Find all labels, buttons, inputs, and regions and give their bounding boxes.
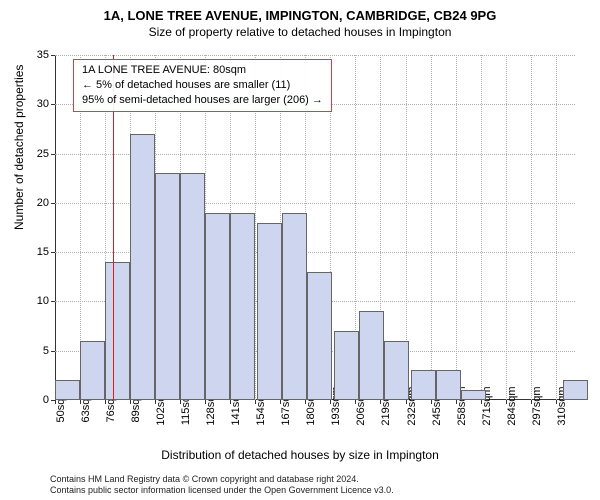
gridline-v xyxy=(456,55,457,400)
ytick-mark xyxy=(51,154,55,155)
histogram-bar xyxy=(130,134,155,400)
info-line-1: 1A LONE TREE AVENUE: 80sqm xyxy=(82,63,323,78)
ytick-mark xyxy=(51,252,55,253)
histogram-bar xyxy=(334,331,359,400)
ytick-label: 25 xyxy=(37,148,49,160)
histogram-bar xyxy=(180,173,205,400)
histogram-bar xyxy=(282,213,307,400)
histogram-bar xyxy=(80,341,105,400)
histogram-bar xyxy=(563,380,588,400)
gridline-v xyxy=(481,55,482,400)
histogram-bar xyxy=(307,272,332,400)
footer-line-1: Contains HM Land Registry data © Crown c… xyxy=(50,474,394,485)
chart-title-sub: Size of property relative to detached ho… xyxy=(0,23,600,39)
gridline-h xyxy=(55,55,575,56)
xtick-label: 284sqm xyxy=(506,386,518,425)
gridline-v xyxy=(431,55,432,400)
y-axis-label: Number of detached properties xyxy=(12,65,26,230)
histogram-bar xyxy=(384,341,409,400)
ytick-mark xyxy=(51,55,55,56)
footer-attribution: Contains HM Land Registry data © Crown c… xyxy=(50,474,394,497)
ytick-mark xyxy=(51,104,55,105)
x-axis-label: Distribution of detached houses by size … xyxy=(0,448,600,462)
ytick-mark xyxy=(51,351,55,352)
plot-area: 0510152025303550sqm63sqm76sqm89sqm102sqm… xyxy=(55,55,575,400)
ytick-label: 15 xyxy=(37,246,49,258)
gridline-v xyxy=(556,55,557,400)
ytick-label: 30 xyxy=(37,98,49,110)
info-box: 1A LONE TREE AVENUE: 80sqm ← 5% of detac… xyxy=(73,59,332,112)
footer-line-2: Contains public sector information licen… xyxy=(50,485,394,496)
ytick-label: 35 xyxy=(37,49,49,61)
histogram-bar xyxy=(205,213,230,400)
ytick-mark xyxy=(51,203,55,204)
gridline-v xyxy=(506,55,507,400)
histogram-bar xyxy=(257,223,282,400)
info-line-3: 95% of semi-detached houses are larger (… xyxy=(82,93,323,108)
xtick-label: 297sqm xyxy=(531,386,543,425)
y-axis xyxy=(55,55,56,400)
ytick-label: 10 xyxy=(37,295,49,307)
histogram-bar xyxy=(359,311,384,400)
histogram-bar xyxy=(230,213,255,400)
histogram-bar xyxy=(436,370,461,400)
histogram-bar xyxy=(55,380,80,400)
chart-title-main: 1A, LONE TREE AVENUE, IMPINGTON, CAMBRID… xyxy=(0,0,600,23)
ytick-label: 0 xyxy=(43,394,49,406)
ytick-mark xyxy=(51,301,55,302)
histogram-bar xyxy=(105,262,130,400)
gridline-v xyxy=(531,55,532,400)
histogram-bar xyxy=(461,390,486,400)
ytick-label: 5 xyxy=(43,345,49,357)
info-line-2: ← 5% of detached houses are smaller (11) xyxy=(82,78,323,93)
histogram-bar xyxy=(155,173,180,400)
ytick-label: 20 xyxy=(37,197,49,209)
histogram-bar xyxy=(411,370,436,400)
